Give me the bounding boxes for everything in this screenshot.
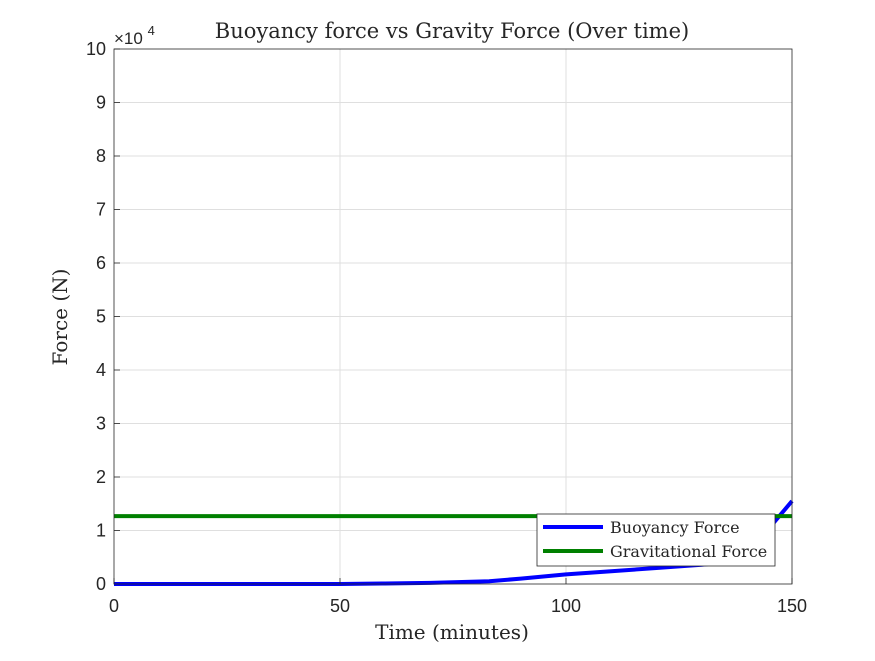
y-tick-label: 0 bbox=[96, 574, 106, 594]
grid bbox=[114, 49, 792, 584]
y-tick-label: 6 bbox=[96, 253, 106, 273]
axis-ticks: 0 50 100 150 0 1 2 3 4 5 6 7 8 9 10 bbox=[86, 39, 807, 616]
y-axis-exponent: ×10 4 bbox=[114, 23, 155, 48]
y-tick-label: 2 bbox=[96, 467, 106, 487]
y-tick-label: 5 bbox=[96, 307, 106, 327]
x-tick-label: 0 bbox=[109, 596, 119, 616]
legend-label-gravitational: Gravitational Force bbox=[610, 542, 767, 561]
y-axis-label: Force (N) bbox=[48, 269, 72, 366]
y-exponent-power: 4 bbox=[148, 23, 155, 38]
x-tick-label: 50 bbox=[330, 596, 350, 616]
y-tick-label: 9 bbox=[96, 93, 106, 113]
chart-title: Buoyancy force vs Gravity Force (Over ti… bbox=[215, 19, 689, 43]
legend-box bbox=[536, 513, 776, 567]
y-tick-label: 4 bbox=[96, 360, 106, 380]
x-tick-label: 100 bbox=[551, 596, 581, 616]
x-tick-label: 150 bbox=[777, 596, 807, 616]
y-tick-label: 3 bbox=[96, 414, 106, 434]
y-tick-label: 1 bbox=[96, 521, 106, 541]
y-tick-label: 10 bbox=[86, 39, 106, 59]
x-axis-label: Time (minutes) bbox=[375, 620, 529, 644]
legend-label-buoyancy: Buoyancy Force bbox=[610, 518, 740, 537]
legend: Buoyancy Force Gravitational Force bbox=[536, 513, 776, 567]
y-exponent-base: ×10 bbox=[114, 29, 143, 48]
y-tick-label: 7 bbox=[96, 200, 106, 220]
y-tick-label: 8 bbox=[96, 146, 106, 166]
